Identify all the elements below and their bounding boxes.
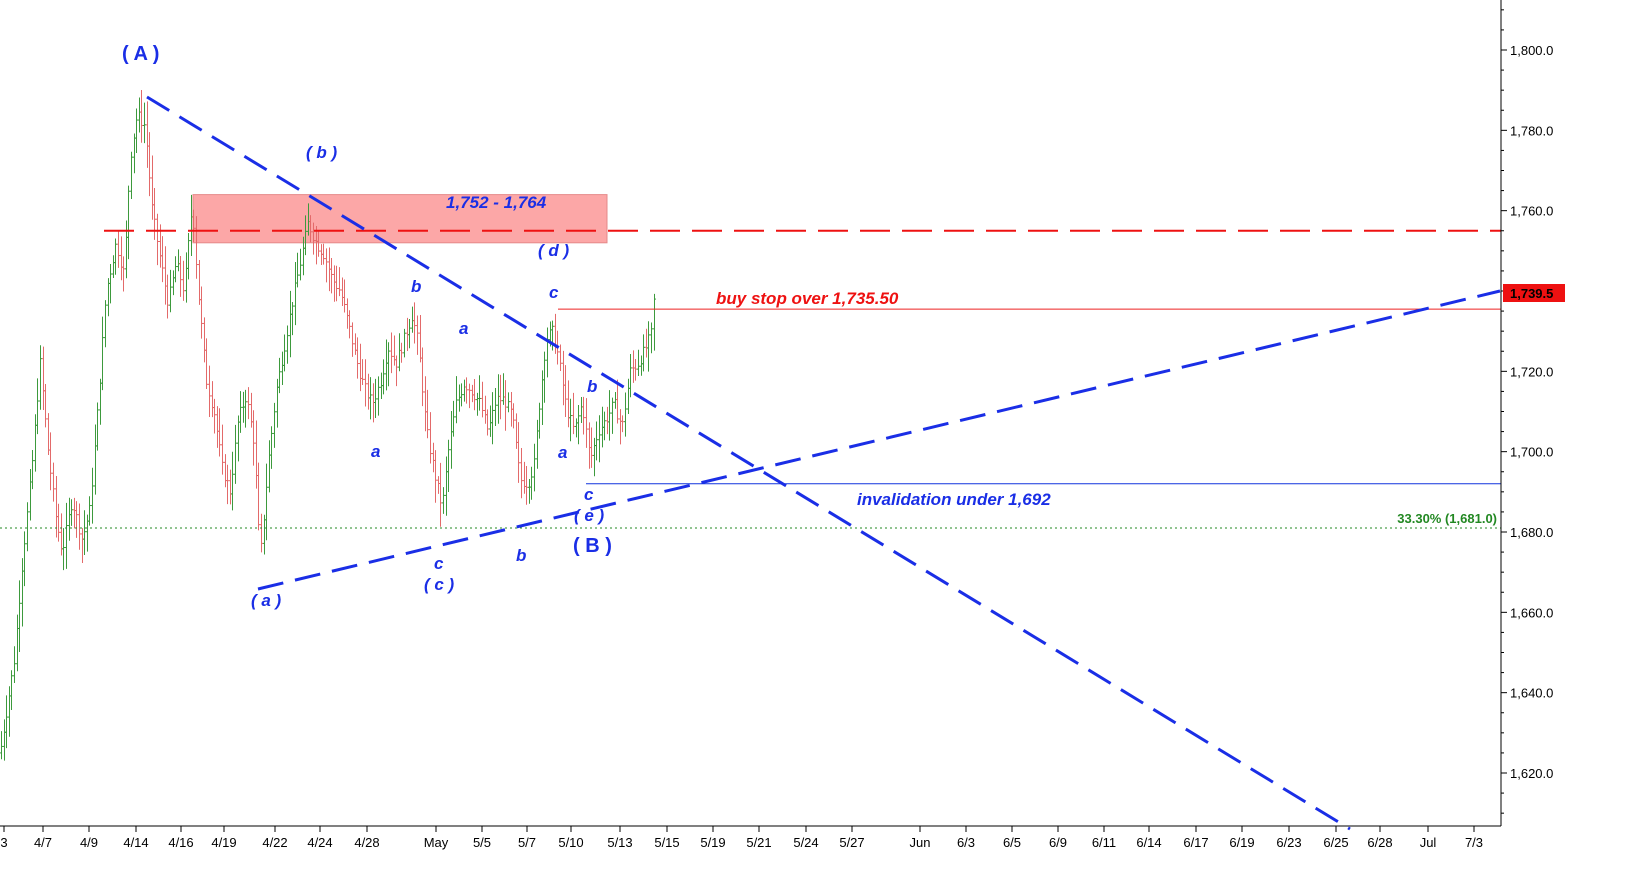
wave-label-e: ( e ) bbox=[574, 506, 605, 525]
resistance-zone-rect bbox=[192, 194, 608, 244]
wave-label-b3: b bbox=[516, 546, 526, 565]
x-tick-label: 6/11 bbox=[1092, 835, 1116, 850]
wave-label-b1: b bbox=[411, 277, 421, 296]
x-tick-label: 5/27 bbox=[839, 835, 864, 850]
y-tick-label: 1,700.0 bbox=[1510, 445, 1553, 460]
x-tick-label: 4/22 bbox=[262, 835, 287, 850]
x-tick-label: 7/3 bbox=[1465, 835, 1483, 850]
x-tick-label: 4/16 bbox=[168, 835, 193, 850]
x-tick-label: 6/9 bbox=[1049, 835, 1067, 850]
wave-label-c1: c bbox=[549, 283, 559, 302]
x-tick-label: Jun bbox=[910, 835, 931, 850]
wave-label-b-paren: ( b ) bbox=[306, 143, 337, 162]
wave-label-a3: a bbox=[558, 443, 567, 462]
y-ticks-group: 1,620.0 1,640.0 1,660.0 1,680.0 1,700.0 1,720… bbox=[1501, 9, 1553, 814]
wave-label-c3: c bbox=[434, 554, 444, 573]
resistance-zone-group bbox=[192, 194, 608, 244]
x-tick-label: 6/5 bbox=[1003, 835, 1021, 850]
wave-label-c-paren: ( c ) bbox=[424, 575, 455, 594]
x-tick-label: 4/9 bbox=[80, 835, 98, 850]
wave-label-a1: a bbox=[459, 319, 468, 338]
x-tick-label: 5/24 bbox=[793, 835, 818, 850]
x-tick-label: Jul bbox=[1420, 835, 1437, 850]
x-tick-label: 5/7 bbox=[518, 835, 536, 850]
x-tick-label: 5/13 bbox=[607, 835, 632, 850]
x-tick-label: 6/17 bbox=[1183, 835, 1208, 850]
x-tick-label: 6/14 bbox=[1136, 835, 1161, 850]
upper-trendline bbox=[146, 95, 1351, 831]
invalidation-label: invalidation under 1,692 bbox=[857, 490, 1051, 509]
trendlines-group bbox=[146, 95, 1501, 831]
wave-label-A: ( A ) bbox=[122, 43, 159, 65]
x-tick-label: 5/21 bbox=[746, 835, 771, 850]
x-tick-label: 5/19 bbox=[700, 835, 725, 850]
zone-label: 1,752 - 1,764 bbox=[446, 193, 547, 212]
x-tick-label: 5/15 bbox=[654, 835, 679, 850]
y-tick-label: 1,680.0 bbox=[1510, 525, 1553, 540]
fib-label: 33.30% (1,681.0) bbox=[1397, 511, 1497, 526]
x-tick-label: 4/24 bbox=[307, 835, 332, 850]
price-badge-label: 1,739.5 bbox=[1510, 286, 1553, 301]
x-tick-label: 6/19 bbox=[1229, 835, 1254, 850]
wave-label-a-paren: ( a ) bbox=[251, 591, 282, 610]
x-tick-label: 4/28 bbox=[354, 835, 379, 850]
y-tick-label: 1,640.0 bbox=[1510, 686, 1553, 701]
x-tick-label: 5/10 bbox=[558, 835, 583, 850]
x-tick-label: 6/28 bbox=[1367, 835, 1392, 850]
x-tick-label: May bbox=[424, 835, 449, 850]
wave-label-b2: b bbox=[587, 377, 597, 396]
wave-label-a2: a bbox=[371, 442, 380, 461]
y-tick-label: 1,720.0 bbox=[1510, 364, 1553, 379]
x-tick-label: 4/14 bbox=[123, 835, 148, 850]
x-tick-label: 6/3 bbox=[957, 835, 975, 850]
price-bars-group bbox=[0, 90, 656, 761]
y-tick-label: 1,800.0 bbox=[1510, 43, 1553, 58]
y-tick-label: 1,660.0 bbox=[1510, 605, 1553, 620]
indicator-lines-group bbox=[0, 229, 1501, 529]
y-tick-label: 1,760.0 bbox=[1510, 204, 1553, 219]
price-badge bbox=[1503, 284, 1565, 302]
y-tick-label: 1,780.0 bbox=[1510, 123, 1553, 138]
y-tick-label: 1,620.0 bbox=[1510, 766, 1553, 781]
x-tick-label: 6/25 bbox=[1323, 835, 1348, 850]
axes-group bbox=[0, 0, 1502, 827]
x-tick-label: 4/7 bbox=[34, 835, 52, 850]
wave-label-c2: c bbox=[584, 485, 594, 504]
buy-stop-label: buy stop over 1,735.50 bbox=[716, 289, 899, 308]
x-tick-label: 4/19 bbox=[211, 835, 236, 850]
x-tick-label: 3 bbox=[0, 835, 7, 850]
x-ticks-group: 3 4/7 4/9 4/14 4/16 4/19 4/22 4/24 4/28 May 5/5 5/7… bbox=[0, 826, 1483, 850]
wave-label-B: ( B ) bbox=[573, 535, 612, 557]
lower-trendline bbox=[257, 289, 1501, 591]
wave-label-d: ( d ) bbox=[538, 241, 569, 260]
x-tick-label: 5/5 bbox=[473, 835, 491, 850]
x-tick-label: 6/23 bbox=[1276, 835, 1301, 850]
